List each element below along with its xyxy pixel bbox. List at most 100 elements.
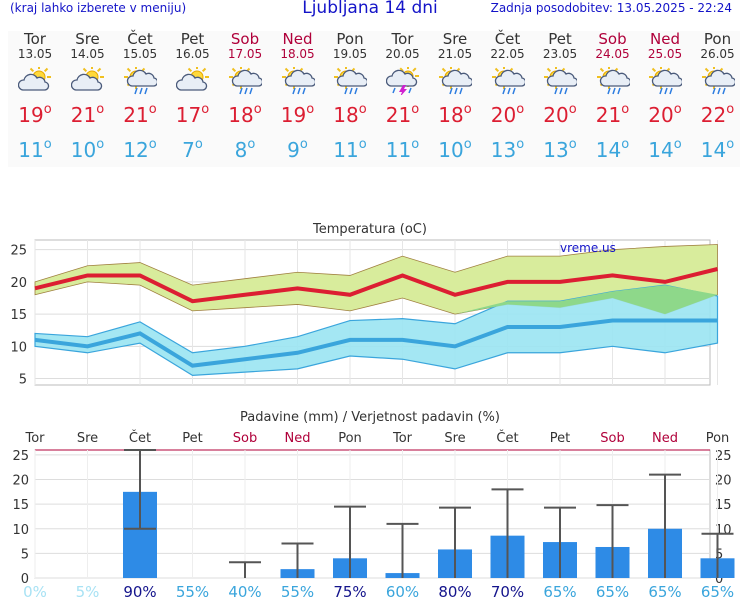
day-column: Ned 25.05 20o 14o	[639, 31, 691, 163]
max-temperature: 20o	[639, 98, 691, 127]
temperature-value: 11	[385, 138, 412, 162]
degree-sign: o	[411, 137, 420, 152]
day-name: Pet	[180, 30, 205, 48]
temperature-value: 21	[385, 103, 412, 127]
temp-tick-label: 5	[19, 373, 27, 388]
degree-sign: o	[673, 102, 682, 117]
day-column: Pet 16.05 17o 7o	[167, 30, 219, 163]
min-temperature: 12o	[114, 133, 166, 162]
temperature-value: 21	[123, 103, 149, 127]
precip-tick-label-right: 0	[715, 572, 723, 587]
max-temperature: 21o	[377, 98, 429, 127]
max-temperature: 19o	[9, 98, 61, 127]
max-temperature: 17o	[167, 98, 219, 127]
min-temperature: 14o	[587, 133, 639, 162]
temperature-value: 20	[490, 103, 517, 127]
temp-tick-label: 20	[10, 276, 27, 291]
degree-sign: o	[247, 137, 256, 152]
precip-tick-label: 25	[12, 449, 29, 464]
day-name: Ned	[282, 30, 313, 48]
max-temperature: 18o	[219, 98, 271, 127]
precip-probability: 0%	[23, 583, 47, 600]
precip-tick-label-right: 20	[715, 474, 732, 489]
sun-cloud-rain-icon	[701, 67, 735, 95]
sun-cloud-rain-icon	[439, 67, 472, 95]
degree-sign: o	[43, 102, 52, 117]
region-hint[interactable]: (kraj lahko izberete v meniju)	[10, 1, 187, 15]
partly-cloudy-icon	[175, 67, 209, 91]
min-temperature: 14o	[639, 133, 691, 162]
day-date: 22.05	[490, 47, 525, 61]
day-date: 19.05	[332, 47, 368, 61]
degree-sign: o	[96, 137, 105, 152]
min-temperature: 11o	[377, 133, 429, 162]
precip-probability: 60%	[386, 583, 419, 600]
day-name: Pon	[336, 30, 364, 48]
day-column: Čet 22.05 20o 13o	[482, 31, 534, 163]
temperature-value: 10	[70, 138, 97, 162]
sun-cloud-rain-icon	[229, 67, 262, 95]
degree-sign: o	[253, 102, 262, 117]
degree-sign: o	[463, 137, 472, 152]
day-column: Sre 14.05 21o 10o	[62, 31, 114, 163]
degree-sign: o	[516, 102, 525, 117]
day-name: Sob	[598, 30, 627, 48]
precip-tick-label: 0	[21, 572, 29, 587]
degree-sign: o	[299, 137, 308, 152]
day-name: Sob	[230, 30, 260, 48]
degree-sign: o	[568, 137, 577, 152]
max-temperature: 18o	[429, 98, 481, 127]
min-temperature: 8o	[219, 133, 271, 162]
precip-tick-label: 20	[12, 474, 29, 489]
precip-probability: 75%	[333, 583, 366, 600]
sun-cloud-rain-icon	[334, 67, 367, 95]
page-title: Ljubljana 14 dni	[302, 0, 438, 18]
precip-probability: 40%	[228, 583, 261, 600]
temperature-value: 14	[595, 138, 622, 162]
degree-sign: o	[568, 102, 577, 117]
degree-sign: o	[148, 137, 157, 152]
partly-cloudy-icon	[18, 67, 51, 91]
day-date: 17.05	[227, 47, 263, 61]
temperature-value: 11	[18, 138, 44, 162]
day-column: Pon 19.05 18o 11o	[324, 30, 376, 163]
daily-forecast-strip: Tor 13.05 19o 11o Sre 14.05 21o 10o Čet 15.05 21o 1…	[8, 31, 740, 167]
watermark: vreme.us	[560, 241, 616, 255]
sun-cloud-rain-icon	[124, 67, 157, 95]
temperature-value: 14	[648, 138, 674, 162]
temperature-value: 19	[280, 103, 307, 127]
day-date: 26.05	[700, 47, 735, 61]
degree-sign: o	[201, 102, 210, 117]
precip-chart-title: Padavine (mm) / Verjetnost padavin (%)	[240, 410, 500, 425]
min-temperature: 13o	[482, 133, 534, 162]
max-temperature: 20o	[534, 98, 586, 127]
degree-sign: o	[516, 137, 525, 152]
precip-day-label: Sre	[444, 431, 465, 446]
precip-probability: 70%	[491, 583, 524, 600]
sun-cloud-rain-icon	[491, 67, 525, 95]
temperature-value: 10	[438, 138, 464, 162]
thunderstorm-icon	[385, 67, 419, 95]
day-name: Čet	[127, 30, 153, 48]
precip-day-label: Ned	[285, 431, 311, 446]
day-column: Tor 13.05 19o 11o	[9, 31, 61, 163]
precip-tick-label: 5	[21, 547, 29, 562]
day-date: 21.05	[437, 47, 473, 61]
temp-tick-label: 25	[10, 244, 27, 259]
precip-tick-label-right: 5	[715, 547, 723, 562]
precip-tick-label-right: 25	[715, 449, 732, 464]
temperature-value: 17	[175, 103, 202, 127]
day-name: Pon	[703, 30, 732, 48]
precip-probability: 65%	[648, 583, 681, 600]
min-temperature: 11o	[324, 133, 376, 162]
day-column: Sob 24.05 21o 14o	[587, 30, 639, 163]
precip-tick-label: 10	[12, 523, 29, 538]
min-temperature: 11o	[9, 133, 61, 162]
min-temp-band	[34, 284, 719, 376]
max-temperature: 22o	[692, 98, 740, 127]
degree-sign: o	[463, 102, 472, 117]
precip-day-label: Sob	[233, 431, 257, 446]
temperature-value: 18	[228, 103, 254, 127]
day-date: 14.05	[70, 47, 105, 61]
